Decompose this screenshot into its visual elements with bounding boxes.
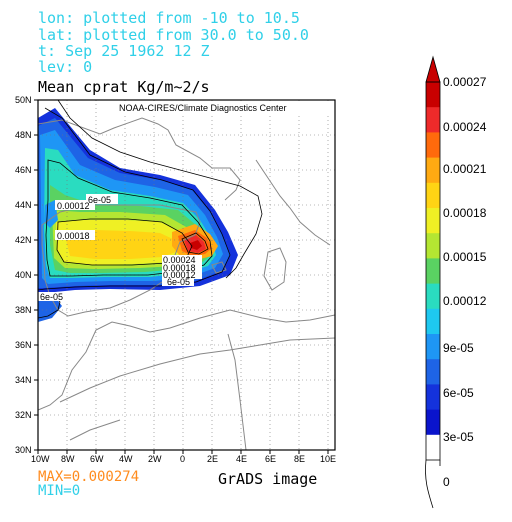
time-line: t: Sep 25 1962 12 Z — [38, 42, 210, 60]
contour-6e-05 — [38, 107, 231, 291]
lat-tick-label: 32N — [15, 410, 32, 420]
colorbar-label: 0.00018 — [443, 206, 487, 220]
coastline-border-east — [227, 333, 247, 450]
colorbar-bottom-tail — [425, 459, 441, 509]
colorbar-segment — [426, 359, 440, 385]
colorbar-label: 0.00021 — [443, 162, 487, 176]
colorbar-top-arrow — [425, 55, 441, 83]
colorbar-frame — [425, 81, 441, 461]
colorbar-segment — [426, 82, 440, 108]
lon-tick-label: 6W — [90, 454, 104, 464]
precip-patch-west — [38, 297, 62, 322]
contour-0.00012 — [45, 159, 213, 277]
lon-tick-label: 8E — [294, 454, 305, 464]
lat-tick-label: 30N — [15, 445, 32, 455]
coastline-balearics — [211, 261, 227, 274]
lon-tick-label: 2E — [207, 454, 218, 464]
colorbar-label: 0.00027 — [443, 75, 487, 89]
coastline-sardinia — [263, 247, 287, 291]
contour-label: 0.00012 — [163, 270, 196, 280]
colorbar-labels: 0.00027 0.00024 0.00021 0.00018 0.00015 … — [443, 75, 487, 489]
lat-tick-label: 38N — [15, 305, 32, 315]
lon-range-line: lon: plotted from -10 to 10.5 — [38, 9, 300, 27]
colorbar-label: 0.00024 — [443, 120, 487, 134]
coastline-atlas — [59, 337, 335, 403]
contour-label: 0.00018 — [57, 231, 90, 241]
coastline-italy — [255, 159, 331, 246]
colorbar-segment — [426, 334, 440, 360]
contour-label: 6e-05 — [40, 292, 63, 302]
lon-tick-label: 0 — [180, 454, 185, 464]
min-value-label: MIN=0 — [38, 483, 81, 499]
colorbar-label: 0.00012 — [443, 294, 487, 308]
lon-tick-label: 10W — [31, 454, 50, 464]
lat-range-line: lat: plotted from 30.0 to 50.0 — [38, 26, 309, 44]
colorbar-label: 3e-05 — [443, 430, 474, 444]
lat-tick-label: 36N — [15, 340, 32, 350]
contour-label: 6e-05 — [88, 195, 111, 205]
colorbar-segment — [426, 409, 440, 436]
lon-tick-label: 2W — [148, 454, 162, 464]
colorbar-segment — [426, 208, 440, 234]
lat-tick-label: 42N — [15, 235, 32, 245]
lat-tick-label: 50N — [15, 95, 32, 105]
colorbar-segment — [426, 182, 440, 209]
contour-label-boxes — [38, 194, 202, 301]
precip-field — [38, 108, 238, 322]
colorbar-segment — [426, 132, 440, 159]
coastline-africa — [38, 309, 335, 411]
lat-tick-marks — [34, 99, 38, 451]
lon-tick-label: 4E — [236, 454, 247, 464]
coastline-france — [38, 117, 241, 201]
contour-outer-north — [57, 100, 263, 279]
colorbar-segment — [426, 434, 440, 461]
colorbar-segment — [426, 308, 440, 335]
colorbar-label: 9e-05 — [443, 341, 474, 355]
contour-label: 0.00024 — [163, 255, 196, 265]
lon-tick-label: 8W — [61, 454, 75, 464]
lon-tick-label: 4W — [119, 454, 133, 464]
lon-tick-label: 6E — [265, 454, 276, 464]
grads-image-label: GrADS image — [218, 470, 318, 488]
max-value-label: MAX=0.000274 — [38, 469, 140, 485]
contour-0.00024 — [181, 232, 209, 255]
credit-text: NOAA-CIRES/Climate Diagnostics Center — [119, 103, 287, 113]
colorbar-label: 0 — [443, 475, 450, 489]
colorbar-segment — [426, 107, 440, 133]
colorbar-segment — [426, 283, 440, 310]
contour-label: 0.00012 — [57, 201, 90, 211]
colorbar-segment — [426, 384, 440, 411]
colorbar-segment — [426, 258, 440, 285]
lon-tick-label: 10E — [320, 454, 336, 464]
colorbar — [425, 55, 441, 509]
lon-tick-marks — [37, 450, 329, 454]
colorbar-segment — [426, 157, 440, 184]
lat-tick-label: 34N — [15, 375, 32, 385]
precip-core-4 — [190, 240, 202, 250]
colorbar-label: 0.00015 — [443, 250, 487, 264]
map-title: Mean cprat Kg/m~2/s — [38, 78, 210, 96]
colorbar-segment — [426, 233, 440, 259]
credit-box — [116, 102, 332, 113]
lat-tick-label: 48N — [15, 130, 32, 140]
lat-tick-label: 46N — [15, 165, 32, 175]
contour-label: 6e-05 — [167, 277, 190, 287]
lat-tick-label: 44N — [15, 200, 32, 210]
level-line: lev: 0 — [38, 58, 93, 76]
lat-tick-label: 40N — [15, 270, 32, 280]
colorbar-label: 6e-05 — [443, 386, 474, 400]
coastline-border-west — [69, 419, 121, 441]
contour-label: 0.00018 — [163, 263, 196, 273]
